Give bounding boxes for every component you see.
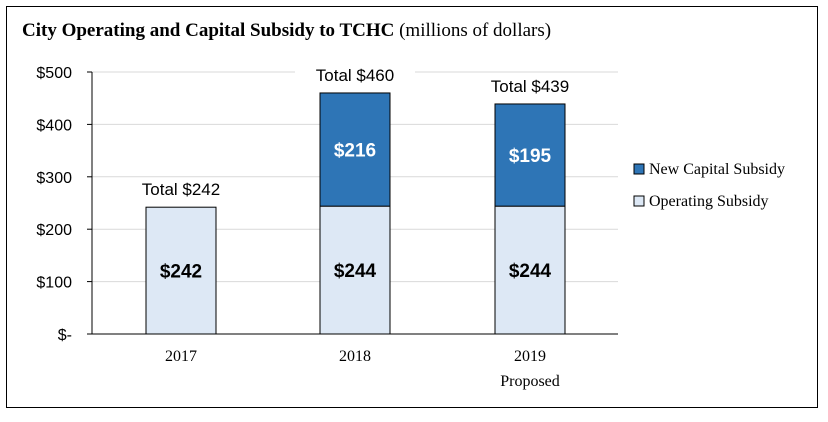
x-tick-label: 2019 xyxy=(514,348,546,365)
data-label: $216 xyxy=(334,141,376,162)
y-tick-label: $300 xyxy=(36,170,72,187)
chart-title: City Operating and Capital Subsidy to TC… xyxy=(22,20,551,42)
chart-subtitle: (millions of dollars) xyxy=(399,20,552,41)
chart-title-main: City Operating and Capital Subsidy to TC… xyxy=(22,20,395,41)
bar-segment xyxy=(319,92,391,207)
y-tick-label: $400 xyxy=(36,117,72,134)
y-tick-label: $200 xyxy=(36,222,72,239)
data-label: $244 xyxy=(334,261,377,282)
legend-swatch xyxy=(633,163,645,175)
legend-label: Operating Subsidy xyxy=(649,193,769,210)
total-label: Total $242 xyxy=(142,180,220,199)
data-label: $242 xyxy=(160,262,202,283)
total-label-bg xyxy=(470,75,590,96)
total-label-bg xyxy=(295,64,415,85)
data-label: $244 xyxy=(509,261,552,282)
data-label: $195 xyxy=(509,146,552,167)
legend-swatch xyxy=(633,195,645,207)
bar-segment xyxy=(494,103,566,207)
total-label: Total $460 xyxy=(316,66,394,85)
x-tick-sublabel: Proposed xyxy=(500,373,560,390)
y-tick-label: $500 xyxy=(36,65,72,82)
total-label-bg xyxy=(121,179,241,200)
x-tick-label: 2018 xyxy=(339,348,371,365)
total-label: Total $439 xyxy=(491,77,569,96)
y-tick-label: $100 xyxy=(36,275,72,292)
legend-label: New Capital Subsidy xyxy=(649,161,785,178)
x-tick-label: 2017 xyxy=(165,348,197,365)
y-tick-label: $- xyxy=(58,327,72,344)
